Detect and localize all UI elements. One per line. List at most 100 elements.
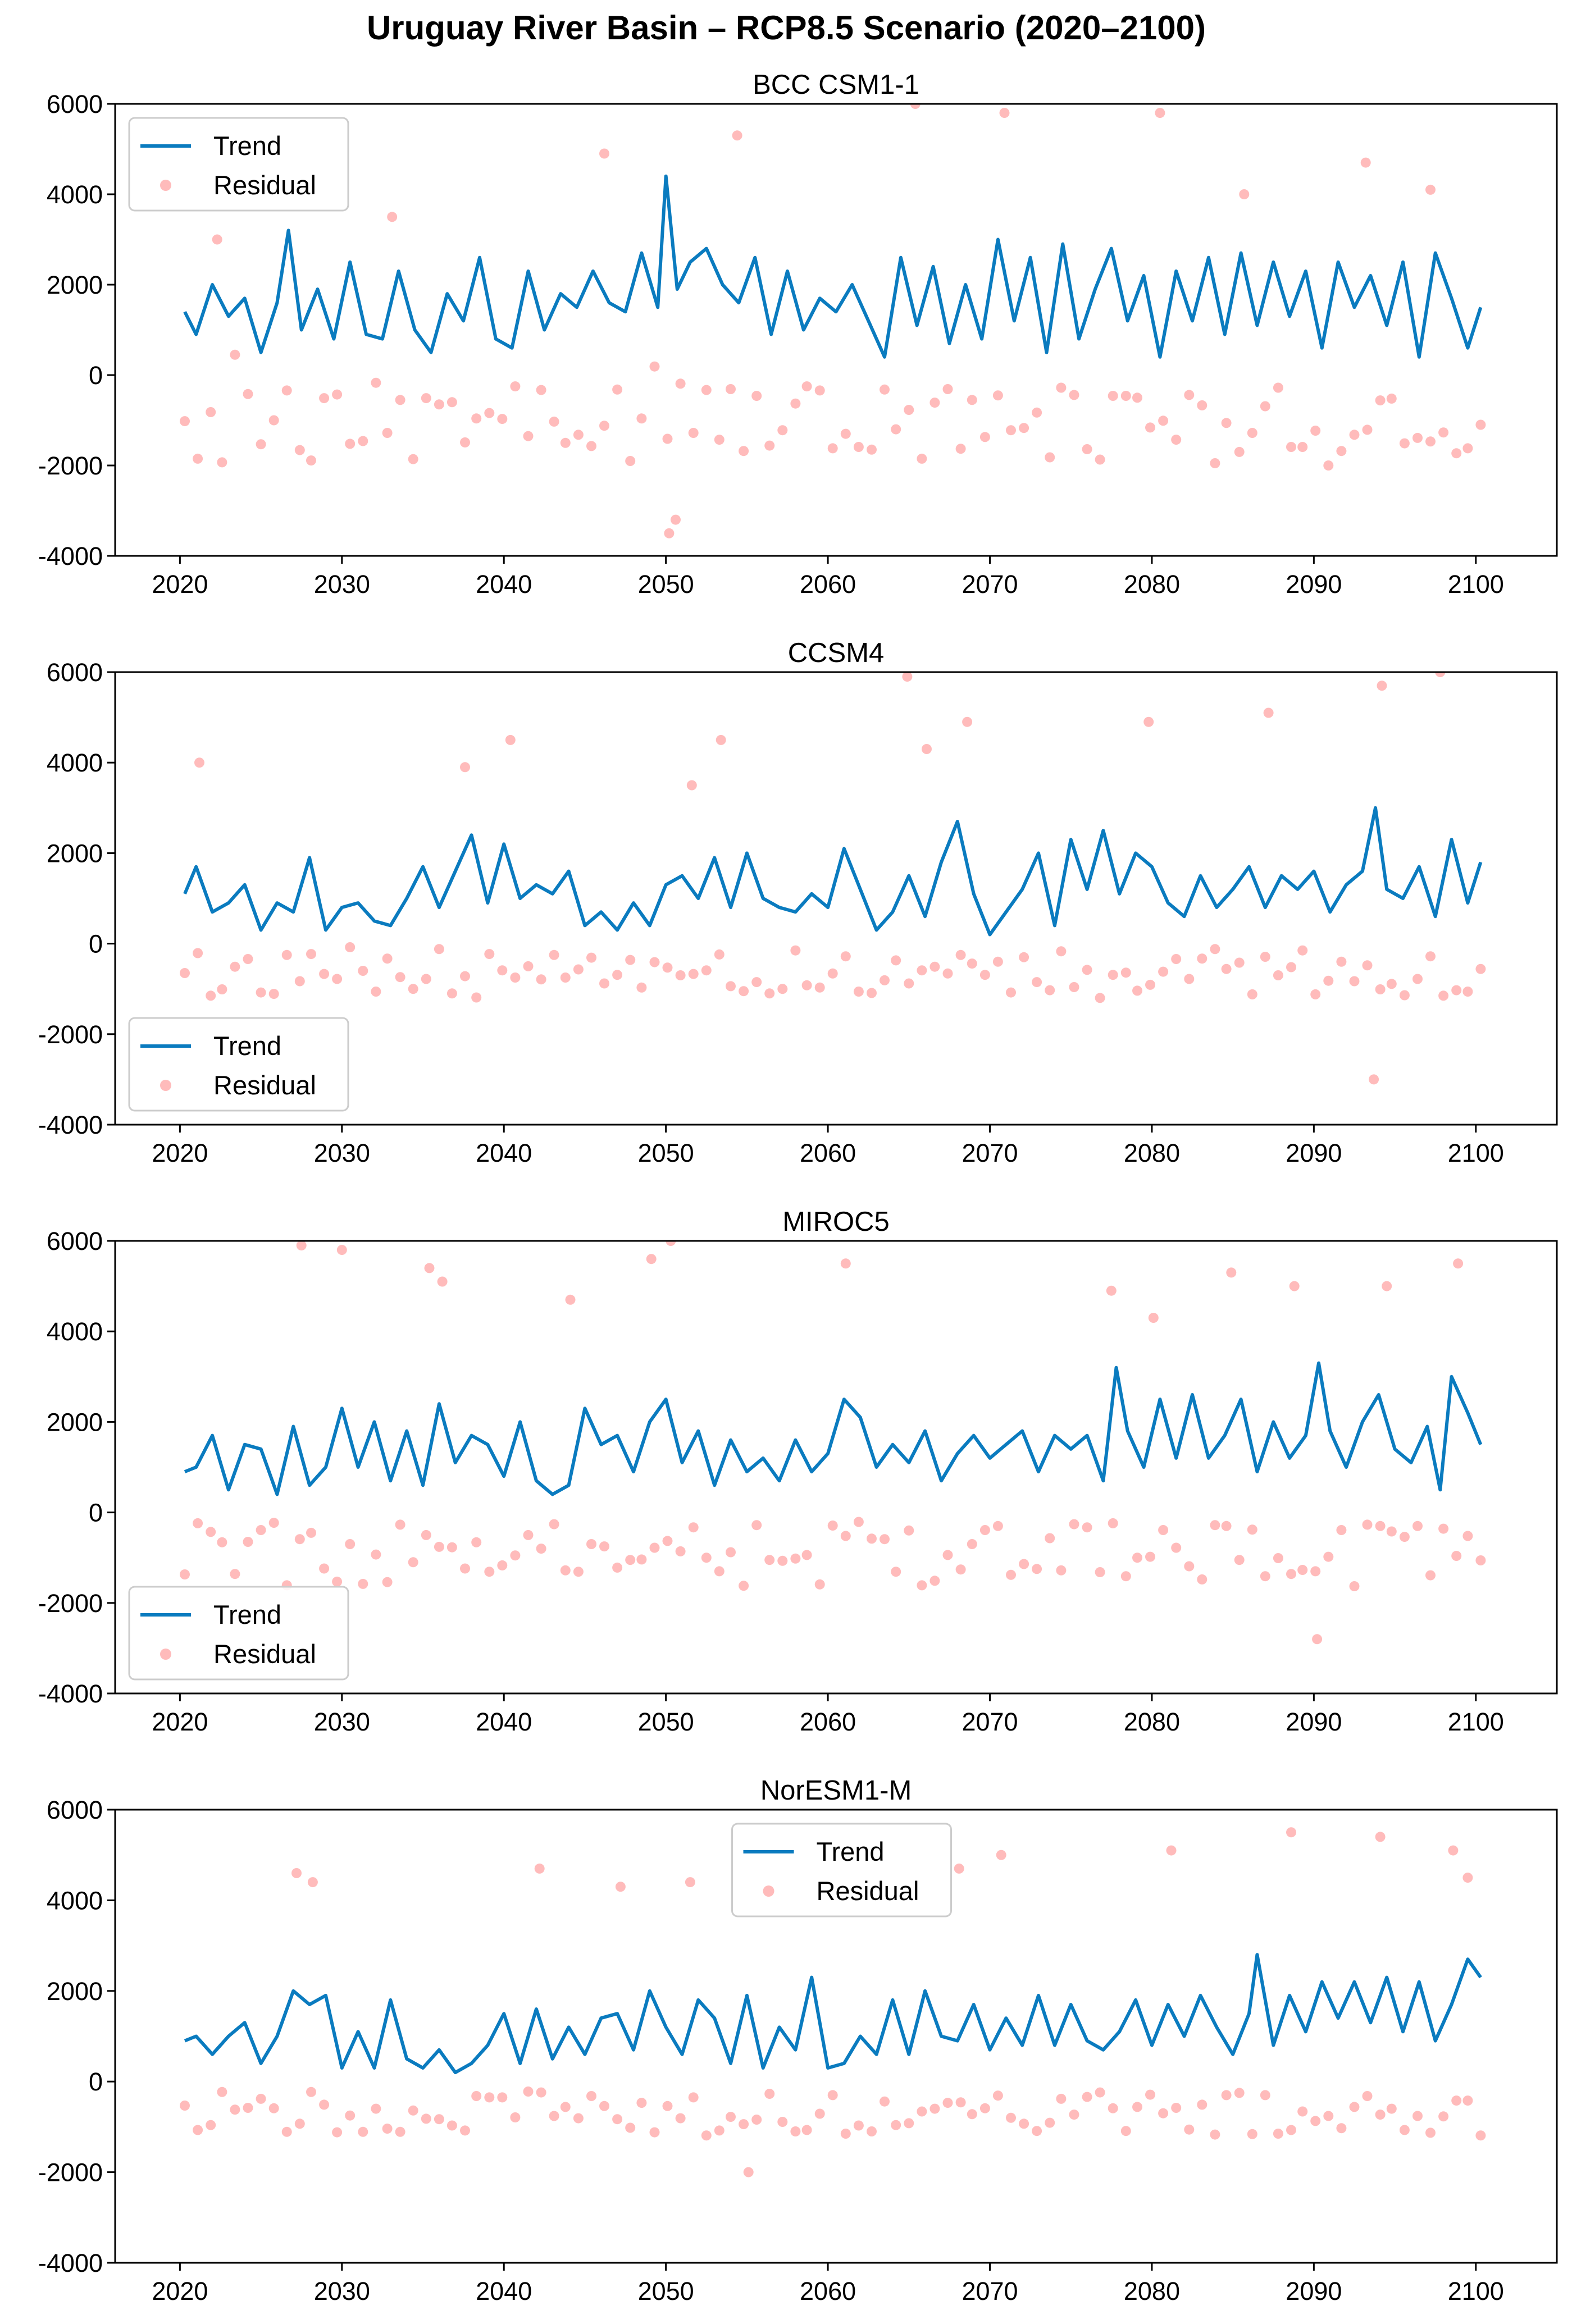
residual-point <box>1438 427 1449 438</box>
residual-point <box>1399 990 1410 1001</box>
residual-point <box>649 1542 660 1553</box>
residual-point <box>979 1525 990 1535</box>
residual-point <box>536 1544 546 1554</box>
residual-point <box>1412 974 1423 984</box>
residual-point <box>671 514 681 525</box>
residual-point <box>675 2113 686 2124</box>
figure-title: Uruguay River Basin – RCP8.5 Scenario (2… <box>367 9 1206 47</box>
plot-area <box>180 1827 1486 2177</box>
residual-point <box>999 108 1010 118</box>
residual-point <box>194 757 204 768</box>
x-tick-label: 2070 <box>962 570 1018 599</box>
residual-point <box>840 1531 851 1541</box>
residual-point <box>1108 970 1118 980</box>
legend-residual-label: Residual <box>213 1070 316 1100</box>
residual-point <box>1310 426 1321 436</box>
residual-point <box>612 1562 623 1573</box>
trend-line <box>184 1953 1482 2075</box>
residual-point <box>395 972 405 983</box>
residual-point <box>460 437 470 448</box>
residual-point <box>801 980 812 990</box>
residual-point <box>891 1567 901 1577</box>
residual-point <box>739 2119 749 2130</box>
residual-point <box>484 1567 495 1577</box>
legend: Trend Residual <box>128 1586 349 1681</box>
residual-point <box>1184 1561 1195 1572</box>
legend-residual-swatch <box>160 1649 171 1660</box>
residual-point <box>1095 1567 1105 1577</box>
residual-point <box>243 954 253 964</box>
residual-point <box>1349 1581 1360 1591</box>
y-tick-label: 4000 <box>47 748 103 777</box>
x-tick-label: 2050 <box>638 2277 694 2305</box>
residual-point <box>1273 970 1283 980</box>
residual-point <box>217 457 227 468</box>
residual-point <box>206 2120 216 2130</box>
residual-point <box>1297 945 1308 956</box>
y-tick-label: 2000 <box>47 839 103 867</box>
residual-point <box>1273 1553 1283 1563</box>
residual-point <box>625 955 636 965</box>
residual-point <box>992 390 1003 401</box>
residual-point <box>523 2086 534 2097</box>
residual-point <box>1312 1634 1323 1645</box>
legend-box <box>128 1017 349 1112</box>
residual-point <box>1247 2129 1257 2139</box>
residual-point <box>230 961 240 972</box>
residual-point <box>1082 2092 1092 2102</box>
residual-point <box>1438 2111 1449 2122</box>
residual-point <box>230 2104 240 2115</box>
residual-point <box>1323 975 1334 986</box>
residual-point <box>1386 979 1397 989</box>
x-tick-label: 2040 <box>476 1707 532 1736</box>
residual-point <box>739 986 749 997</box>
residual-point <box>294 1534 305 1545</box>
residual-point <box>827 443 838 454</box>
residual-point <box>294 2118 305 2129</box>
residual-point <box>434 944 444 955</box>
residual-point <box>358 436 368 446</box>
residual-point <box>929 961 940 972</box>
residual-point <box>505 734 516 745</box>
plot-area <box>180 104 1486 538</box>
residual-point <box>319 2099 330 2110</box>
residual-point <box>306 2086 316 2097</box>
residual-point <box>536 2087 546 2098</box>
residual-point <box>382 428 393 438</box>
residual-point <box>726 2112 736 2122</box>
residual-point <box>714 435 725 445</box>
residual-point <box>867 444 877 455</box>
residual-point <box>1451 1551 1462 1561</box>
residual-point <box>1032 1564 1042 1574</box>
residual-point <box>1045 1533 1055 1544</box>
residual-point <box>1375 1832 1386 1842</box>
residual-point <box>319 1563 330 1574</box>
residual-point <box>421 393 431 404</box>
residual-point <box>1323 2111 1334 2121</box>
residual-point <box>714 2125 725 2136</box>
residual-point <box>1171 2103 1182 2113</box>
residual-point <box>646 1254 657 1264</box>
residual-point <box>345 1539 356 1549</box>
residual-point <box>1386 1526 1397 1537</box>
residual-point <box>688 1522 699 1533</box>
residual-point <box>332 1576 343 1587</box>
residual-point <box>942 1550 953 1560</box>
residual-point <box>206 990 216 1001</box>
residual-point <box>1006 425 1016 436</box>
residual-point <box>345 942 356 952</box>
y-tick-label: -2000 <box>38 451 103 480</box>
residual-point <box>992 2090 1003 2101</box>
y-tick-label: -4000 <box>38 1679 103 1708</box>
residual-point <box>675 378 686 389</box>
residual-point <box>612 2114 623 2125</box>
legend-trend-label: Trend <box>817 1837 885 1866</box>
residual-point <box>471 1537 482 1547</box>
residual-point <box>1032 977 1042 988</box>
residual-point <box>1475 2130 1486 2141</box>
residual-point <box>649 2127 660 2138</box>
residual-point <box>1375 984 1386 994</box>
x-tick-label: 2020 <box>152 1139 208 1167</box>
residual-point <box>1082 444 1092 454</box>
residual-point <box>256 1525 266 1535</box>
